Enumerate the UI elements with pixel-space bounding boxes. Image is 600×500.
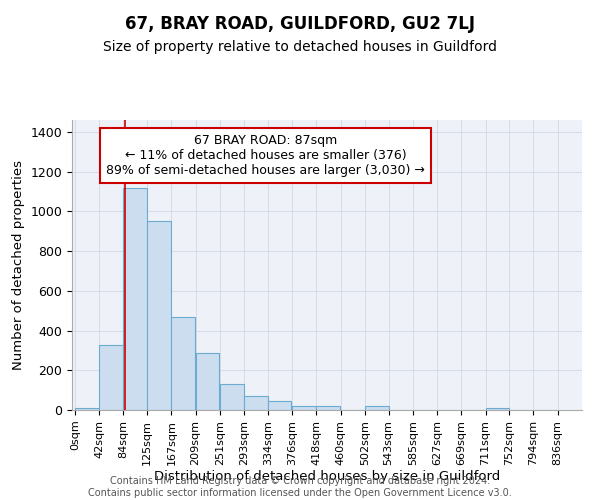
Text: 67, BRAY ROAD, GUILDFORD, GU2 7LJ: 67, BRAY ROAD, GUILDFORD, GU2 7LJ <box>125 15 475 33</box>
Bar <box>365 406 389 410</box>
Bar <box>316 406 340 410</box>
Bar <box>220 384 244 410</box>
Bar <box>75 408 98 410</box>
Bar <box>124 188 147 410</box>
Bar <box>196 354 219 410</box>
Text: 67 BRAY ROAD: 87sqm
← 11% of detached houses are smaller (376)
89% of semi-detac: 67 BRAY ROAD: 87sqm ← 11% of detached ho… <box>106 134 425 177</box>
Text: Size of property relative to detached houses in Guildford: Size of property relative to detached ho… <box>103 40 497 54</box>
Text: Contains HM Land Registry data © Crown copyright and database right 2024.
Contai: Contains HM Land Registry data © Crown c… <box>88 476 512 498</box>
Y-axis label: Number of detached properties: Number of detached properties <box>12 160 25 370</box>
Bar <box>147 222 171 410</box>
Bar <box>244 396 268 410</box>
Bar <box>292 406 316 410</box>
Bar <box>172 316 195 410</box>
Bar <box>99 346 123 410</box>
Bar <box>268 401 292 410</box>
X-axis label: Distribution of detached houses by size in Guildford: Distribution of detached houses by size … <box>154 470 500 484</box>
Bar <box>485 408 509 410</box>
